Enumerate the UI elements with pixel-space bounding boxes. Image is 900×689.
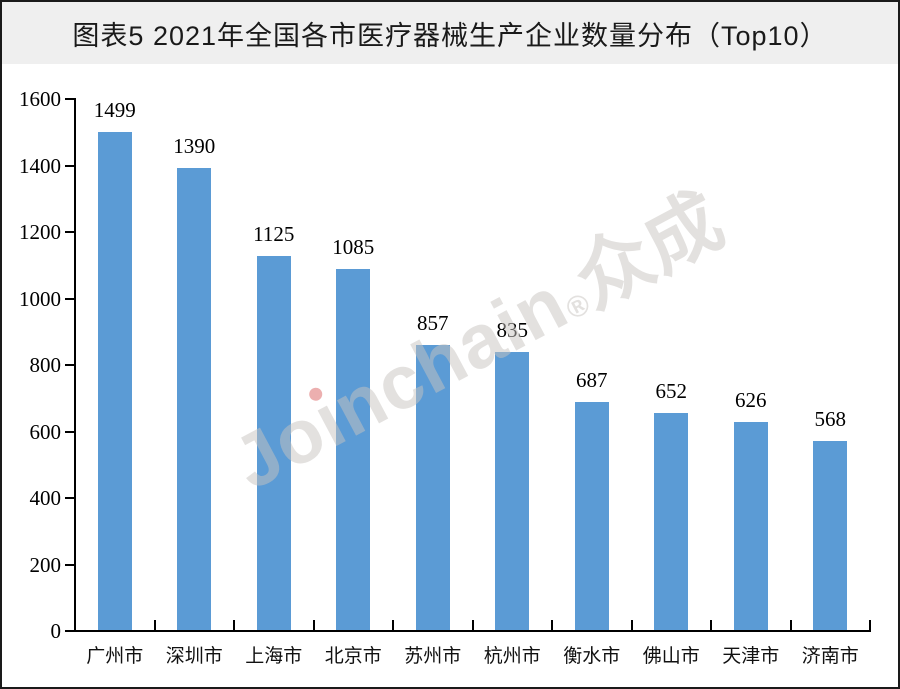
x-axis-line xyxy=(74,630,871,632)
y-axis-tick-label: 1600 xyxy=(19,87,61,111)
y-axis-tick xyxy=(65,98,74,100)
watermark-text-cjk: 众成 xyxy=(561,177,738,325)
y-axis-tick xyxy=(65,164,74,167)
y-axis-tick xyxy=(65,630,74,632)
x-axis-tick xyxy=(551,620,553,630)
plot-area: 1600 1400 1200 1000 800 600 400 200 0 1499 广州市 1390… xyxy=(2,64,898,687)
bar-value-label: 1125 xyxy=(253,221,295,246)
bar-济南市 xyxy=(813,441,848,630)
y-axis-tick xyxy=(65,364,74,366)
chart-title: 图表5 2021年全国各市医疗器械生产企业数量分布（Top10） xyxy=(72,20,828,51)
x-axis-tick xyxy=(710,620,712,630)
bar-value-label: 1085 xyxy=(332,235,375,260)
bar-value-label: 568 xyxy=(814,407,847,432)
x-axis-tick xyxy=(789,620,792,630)
bar-value-label: 687 xyxy=(576,367,608,392)
bar-value-label: 626 xyxy=(735,387,767,412)
x-axis-category-label: 上海市 xyxy=(245,646,303,667)
bar-深圳市 xyxy=(177,167,212,630)
bar-杭州市 xyxy=(495,352,530,630)
y-axis-tick-label: 200 xyxy=(29,552,62,577)
x-axis-category-label: 济南市 xyxy=(801,646,859,667)
y-axis-tick xyxy=(65,297,74,300)
y-axis-tick-label: 0 xyxy=(50,619,62,643)
x-axis-tick xyxy=(153,620,156,630)
y-axis-line xyxy=(74,98,76,632)
y-axis-tick-label: 600 xyxy=(29,419,62,444)
y-axis-tick-label: 800 xyxy=(29,353,62,377)
y-axis-tick-label: 1400 xyxy=(19,153,61,178)
x-axis-tick xyxy=(630,620,633,630)
x-axis-category-label: 广州市 xyxy=(86,646,144,667)
bar-value-label: 835 xyxy=(496,318,529,343)
x-axis-category-label: 衡水市 xyxy=(563,646,621,667)
y-axis-tick xyxy=(65,497,74,499)
x-axis-tick xyxy=(312,620,315,630)
x-axis-category-label: 北京市 xyxy=(324,646,382,667)
bar-value-label: 1499 xyxy=(93,97,136,122)
y-axis-tick-label: 1200 xyxy=(19,220,61,244)
bar-value-label: 1390 xyxy=(173,133,216,158)
x-axis-tick xyxy=(392,620,394,630)
bar-广州市 xyxy=(97,131,132,630)
bar-上海市 xyxy=(256,255,291,630)
y-axis-tick xyxy=(65,563,74,566)
x-axis-tick xyxy=(471,620,474,630)
chart-title-bar: 图表5 2021年全国各市医疗器械生产企业数量分布（Top10） xyxy=(2,2,898,64)
x-axis-category-label: 杭州市 xyxy=(483,646,541,667)
y-axis-tick xyxy=(65,231,74,233)
x-axis-category-label: 佛山市 xyxy=(642,646,700,667)
y-axis-tick xyxy=(65,430,74,433)
x-axis-tick xyxy=(869,620,871,630)
bar-value-label: 652 xyxy=(655,379,688,404)
bar-北京市 xyxy=(336,269,371,630)
x-axis-tick xyxy=(233,620,235,630)
x-axis-category-label: 深圳市 xyxy=(165,646,223,667)
y-axis-tick-label: 400 xyxy=(29,486,62,510)
registered-mark-icon: ® xyxy=(560,286,597,327)
y-axis-tick-label: 1000 xyxy=(19,286,61,311)
bar-value-label: 857 xyxy=(417,311,449,336)
bar-衡水市 xyxy=(574,401,609,630)
bar-苏州市 xyxy=(415,345,450,630)
x-axis-category-label: 苏州市 xyxy=(404,646,462,667)
bar-天津市 xyxy=(733,421,768,630)
x-axis-category-label: 天津市 xyxy=(722,646,780,667)
bar-佛山市 xyxy=(654,413,689,630)
